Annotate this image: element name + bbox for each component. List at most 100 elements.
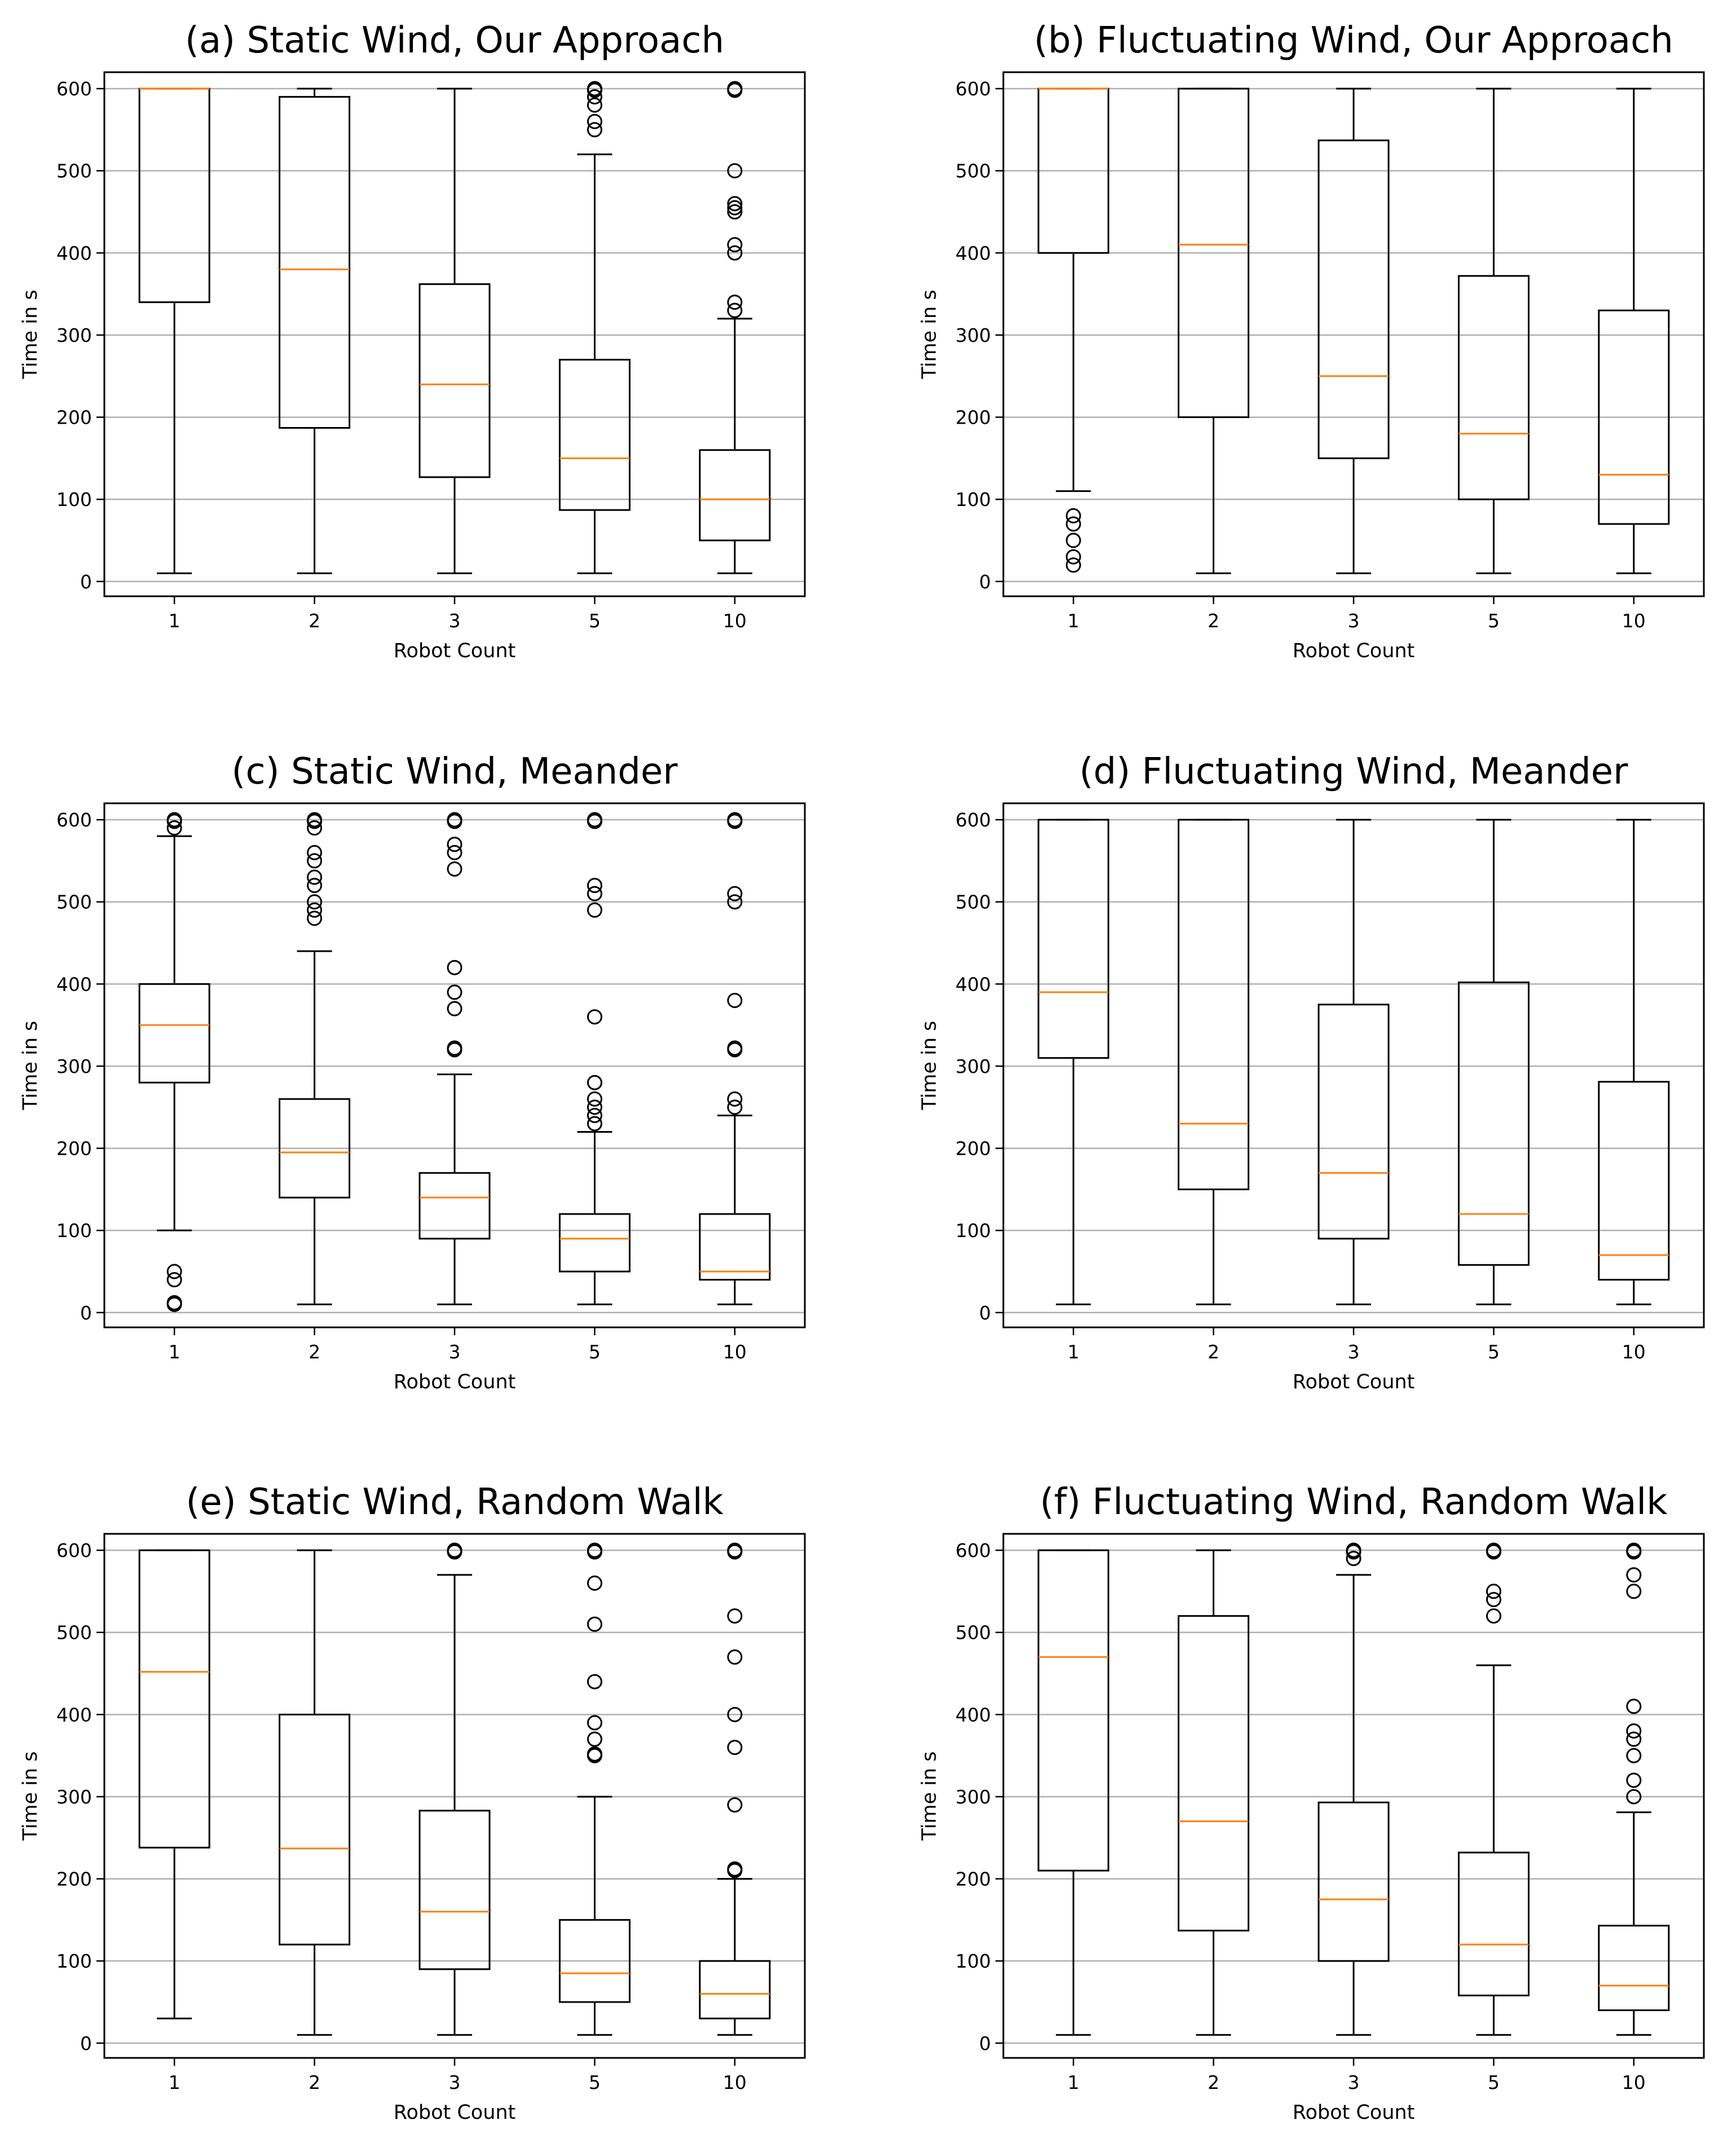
box-5 <box>558 1542 631 2036</box>
box-10 <box>1598 87 1670 574</box>
outlier-point <box>1065 557 1081 573</box>
iqr-box <box>279 1098 351 1199</box>
x-tick-label: 2 <box>1208 1341 1219 1363</box>
outlier-point <box>587 886 602 901</box>
y-tick-label: 400 <box>56 242 92 264</box>
chart-panel-2: 0 100 200 300 400 500 600 1 2 3 5 10 (b) Fluctuating… <box>918 20 1705 662</box>
chart-title: (d) Fluctuating Wind, Meander <box>1080 751 1628 793</box>
x-tick-label: 2 <box>1208 610 1219 632</box>
iqr-box <box>418 283 491 478</box>
chart-title: (b) Fluctuating Wind, Our Approach <box>1034 20 1673 61</box>
outlier-point <box>727 302 743 318</box>
x-tick-label: 3 <box>1348 610 1360 632</box>
outlier-point <box>727 294 743 310</box>
iqr-box <box>558 1213 631 1273</box>
x-tick-label: 10 <box>1622 610 1646 632</box>
box-5 <box>1457 87 1530 574</box>
y-tick-label: 300 <box>955 1786 991 1808</box>
y-tick-label: 200 <box>56 1868 92 1890</box>
outlier-point <box>587 97 602 113</box>
outlier-point <box>587 1009 602 1025</box>
outlier-point <box>587 1731 602 1747</box>
plot-frame <box>103 1533 806 2059</box>
y-tick-label: 600 <box>955 78 991 100</box>
chart-panel-3: 0 100 200 300 400 500 600 1 2 3 5 10 (c) Static Wind… <box>19 751 806 1393</box>
outlier-point <box>727 204 743 220</box>
outlier-point <box>727 196 743 212</box>
y-tick-label: 500 <box>955 891 991 913</box>
box-2 <box>1178 1549 1250 2036</box>
outlier-point <box>727 81 743 96</box>
iqr-box <box>699 1960 771 2020</box>
iqr-box <box>1037 819 1109 1059</box>
box-5 <box>558 81 631 574</box>
outlier-point <box>587 902 602 918</box>
iqr-box <box>1598 1081 1670 1281</box>
iqr-box <box>558 1919 631 2003</box>
outlier-point <box>307 820 323 836</box>
y-tick-label: 0 <box>80 1302 92 1324</box>
outlier-point <box>166 1295 182 1310</box>
outlier-point <box>727 1040 743 1056</box>
x-tick-label: 1 <box>169 2071 180 2093</box>
outlier-point <box>587 1542 602 1558</box>
outlier-point <box>727 200 743 215</box>
iqr-box <box>1457 275 1530 500</box>
outlier-point <box>727 1797 743 1813</box>
outlier-point <box>587 1091 602 1107</box>
outlier-point <box>1486 1591 1501 1607</box>
outlier-point <box>447 960 462 975</box>
box-1 <box>138 1549 210 2020</box>
x-tick-label: 5 <box>1488 1341 1500 1363</box>
outlier-point <box>727 163 743 179</box>
outlier-point <box>1486 1583 1501 1599</box>
outlier-point <box>1346 1542 1362 1558</box>
outlier-point <box>1626 1567 1642 1583</box>
y-tick-label: 500 <box>56 891 92 913</box>
y-tick-label: 100 <box>955 489 991 511</box>
x-tick-label: 1 <box>169 610 180 632</box>
y-tick-label: 0 <box>979 1302 991 1324</box>
x-tick-label: 1 <box>1068 1341 1080 1363</box>
y-tick-label: 300 <box>56 1786 92 1808</box>
chart-title: (f) Fluctuating Wind, Random Walk <box>1040 1481 1668 1523</box>
x-tick-label: 2 <box>309 2071 320 2093</box>
x-tick-label: 10 <box>723 610 747 632</box>
box-10 <box>1598 1542 1670 2036</box>
x-tick-label: 3 <box>1348 1341 1360 1363</box>
outlier-point <box>307 910 323 926</box>
outlier-point <box>447 861 462 877</box>
outlier-point <box>1626 1542 1642 1558</box>
y-tick-label: 500 <box>955 160 991 182</box>
outlier-point <box>587 812 602 828</box>
y-tick-label: 500 <box>955 1622 991 1644</box>
iqr-box <box>1318 1801 1390 1962</box>
iqr-box <box>279 96 351 429</box>
outlier-point <box>727 1649 743 1665</box>
y-tick-label: 100 <box>955 1220 991 1242</box>
x-tick-label: 1 <box>169 1341 180 1363</box>
x-tick-label: 10 <box>1622 1341 1646 1363</box>
outlier-point <box>587 1715 602 1731</box>
y-axis-label: Time in s <box>19 1020 42 1110</box>
box-1 <box>138 87 210 574</box>
x-tick-label: 5 <box>589 610 601 632</box>
outlier-point <box>1065 516 1081 532</box>
box-5 <box>558 812 631 1305</box>
iqr-box <box>1178 819 1250 1190</box>
outlier-point <box>166 1272 182 1288</box>
box-2 <box>279 87 351 574</box>
box-10 <box>699 1542 771 2036</box>
x-axis-label: Robot Count <box>394 2101 516 2124</box>
y-tick-label: 200 <box>955 1868 991 1890</box>
y-tick-label: 400 <box>56 1704 92 1726</box>
y-tick-label: 200 <box>955 407 991 429</box>
outlier-point <box>1065 533 1081 548</box>
box-10 <box>1598 819 1670 1305</box>
y-tick-label: 400 <box>955 973 991 995</box>
iqr-box <box>699 449 771 542</box>
outlier-point <box>307 894 323 910</box>
outlier-point <box>587 1616 602 1632</box>
box-2 <box>279 812 351 1305</box>
